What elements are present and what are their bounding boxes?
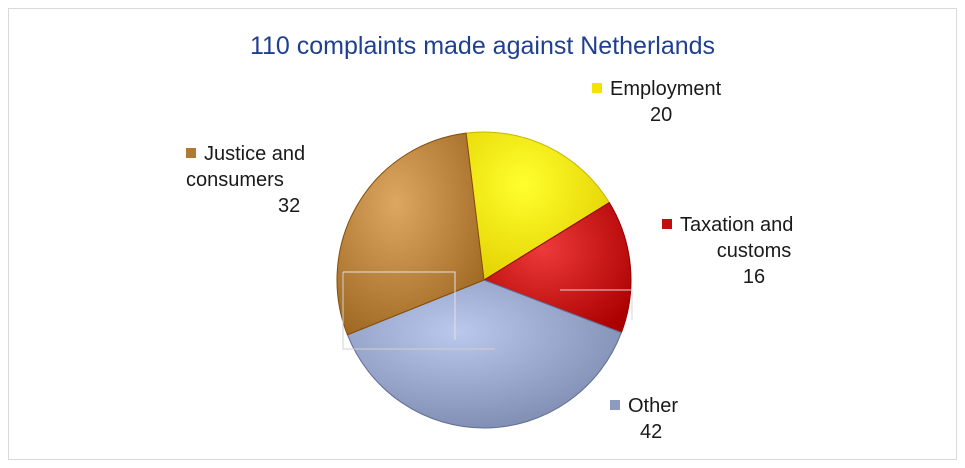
label-taxation-value: 16 [742, 266, 766, 288]
label-employment-value: 20 [650, 104, 673, 126]
leader-lines [342, 271, 633, 350]
label-employment-name: Employment [610, 78, 722, 100]
label-other-value: 42 [640, 421, 663, 443]
leader-line-taxation [560, 289, 633, 320]
label-taxation-line2: customs [716, 240, 792, 262]
label-justice: Justice and consumers 32 [186, 141, 356, 219]
legend-swatch-taxation [662, 218, 672, 229]
label-taxation-line1: Taxation and [680, 214, 794, 236]
pie-slice-taxation-and-customs [482, 201, 632, 334]
leader-line-justice [343, 271, 456, 340]
label-justice-line1: Justice and [204, 143, 306, 165]
legend-swatch-employment [592, 82, 602, 93]
leader-line-other [342, 272, 495, 350]
pie-slices [336, 131, 632, 429]
pie-slice-other [346, 279, 623, 429]
pie-slice-justice-and-consumers [336, 132, 485, 336]
label-justice-value: 32 [278, 195, 301, 217]
label-employment: Employment 20 [592, 76, 742, 128]
legend-swatch-justice [186, 147, 196, 158]
label-other: Other 42 [610, 393, 710, 445]
legend-swatch-other [610, 399, 620, 410]
chart-title: 110 complaints made against Netherlands [249, 32, 716, 60]
pie-slice-employment [465, 131, 610, 281]
label-other-name: Other [628, 395, 679, 417]
label-justice-line2: consumers [186, 169, 284, 191]
label-taxation: Taxation and customs 16 [662, 212, 832, 290]
